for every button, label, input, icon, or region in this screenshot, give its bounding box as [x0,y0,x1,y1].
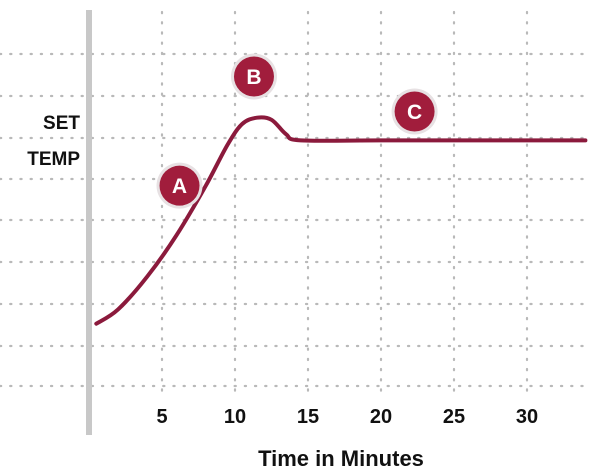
set-temp-label-line2: TEMP [27,149,80,170]
x-tick-label: 20 [370,406,392,428]
badge-label: B [246,66,261,89]
set-temp-label-line1: SET [43,113,80,134]
badge-circle [394,91,435,132]
badge-circle [159,165,200,206]
badge-circle [233,56,274,97]
x-tick-labels: 5 10 15 20 25 30 [156,406,538,428]
badge-label: A [172,175,187,198]
badge-b: B [230,53,277,100]
vertical-gridlines [160,10,529,394]
horizontal-gridlines [0,52,590,388]
badge-label: C [407,101,422,124]
x-tick-label: 5 [156,406,167,428]
annotation-badges: A B C [156,53,438,209]
y-axis [86,10,92,435]
badge-c: C [391,88,438,135]
x-tick-label: 25 [443,406,465,428]
temperature-curve [94,115,588,326]
badge-a: A [156,162,203,209]
x-tick-label: 10 [224,406,246,428]
x-tick-label: 30 [516,406,538,428]
x-tick-label: 15 [297,406,319,428]
x-axis-title: Time in Minutes [258,446,424,471]
